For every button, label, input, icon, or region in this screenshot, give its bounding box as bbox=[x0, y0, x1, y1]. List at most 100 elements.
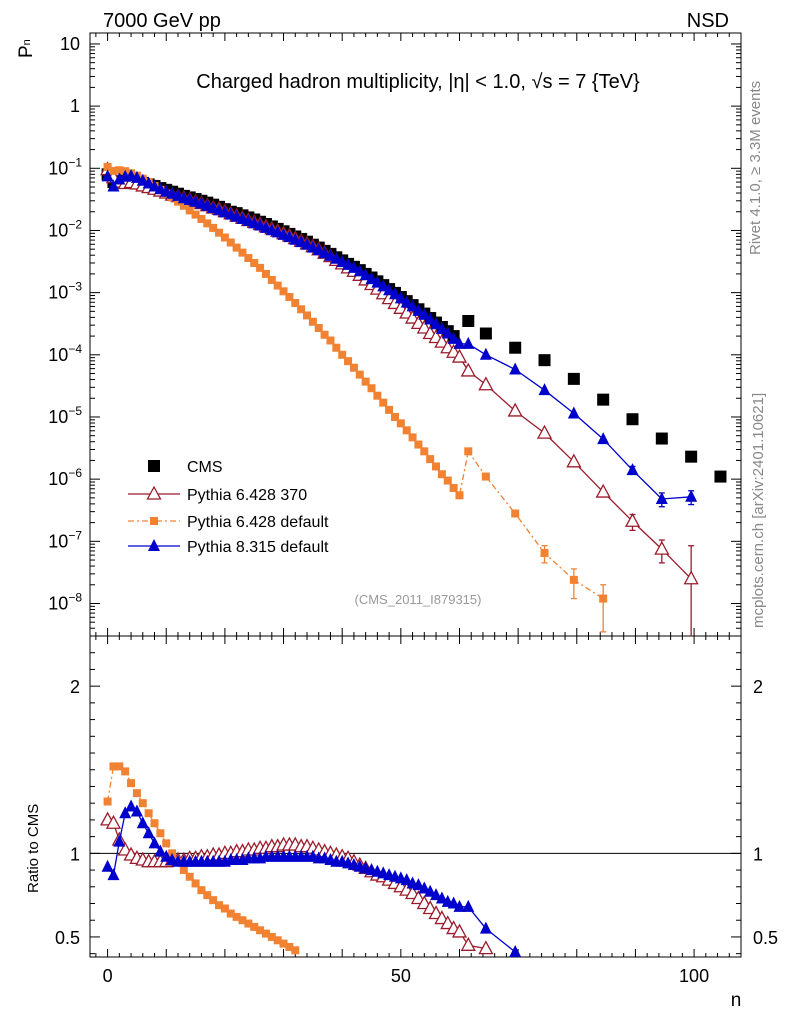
main-point-py6_370 bbox=[624, 512, 641, 527]
ratio-point-py6_default bbox=[132, 789, 141, 798]
main-point-py6_370 bbox=[654, 540, 670, 555]
ratio-point-py8 bbox=[424, 884, 437, 897]
main-point-py6_default bbox=[115, 166, 124, 175]
main-point-py8 bbox=[388, 287, 401, 300]
main-point-py8 bbox=[538, 383, 551, 396]
main-point-py8 bbox=[655, 491, 668, 504]
ratio-point-py8 bbox=[160, 849, 173, 862]
main-point-py6_default bbox=[390, 412, 399, 421]
main-point-py6_default bbox=[232, 243, 241, 252]
legend-marker bbox=[150, 517, 158, 525]
ratio-point-py6_default bbox=[203, 891, 212, 900]
main-point-py6_default bbox=[432, 462, 441, 471]
rivet-label: Rivet 4.1.0, ≥ 3.3M events bbox=[747, 81, 764, 255]
main-point-py8 bbox=[359, 268, 372, 281]
legend-item-cms: CMS bbox=[148, 459, 223, 476]
x-tick-label: 50 bbox=[391, 966, 411, 986]
ratio-point-py8 bbox=[136, 816, 149, 829]
legend-marker bbox=[148, 460, 160, 472]
main-point-cms bbox=[538, 354, 551, 367]
main-point-py8 bbox=[394, 291, 407, 304]
ratio-point-py6_default bbox=[220, 904, 229, 913]
analysis-id-label: (CMS_2011_I879315) bbox=[355, 592, 482, 607]
main-point-py6_default bbox=[209, 223, 218, 232]
ratio-point-py6_default bbox=[209, 896, 218, 905]
main-point-py6_default bbox=[179, 201, 188, 210]
ratio-point-py8 bbox=[479, 921, 492, 934]
ratio-point-py8 bbox=[148, 836, 161, 849]
main-line-py6_default bbox=[107, 166, 604, 600]
ratio-frame bbox=[89, 635, 742, 958]
ratio-y-tick-label-right: 0.5 bbox=[753, 928, 778, 948]
y-tick-label: 10−1 bbox=[48, 155, 82, 178]
ratio-point-py6_default bbox=[279, 939, 288, 948]
ratio-point-py6_default bbox=[267, 932, 276, 941]
main-point-py6_default bbox=[320, 330, 329, 339]
ratio-point-py6_default bbox=[138, 799, 147, 808]
ratio-point-py6_default bbox=[291, 946, 300, 955]
main-point-cms bbox=[626, 413, 639, 426]
ratio-point-py6_370 bbox=[451, 923, 468, 938]
main-point-cms bbox=[685, 450, 698, 463]
main-point-py8 bbox=[430, 317, 443, 330]
ratio-point-py6_default bbox=[232, 912, 241, 921]
x-axis-label: n bbox=[731, 990, 742, 1011]
main-point-py6_370 bbox=[434, 333, 450, 348]
ratio-point-py6_default bbox=[285, 942, 294, 951]
ratio-point-py6_370 bbox=[478, 940, 494, 955]
ratio-point-py6_default bbox=[109, 762, 118, 771]
main-point-py6_default bbox=[437, 470, 446, 479]
main-point-py6_default bbox=[449, 484, 458, 493]
main-point-py8 bbox=[435, 322, 448, 335]
y-tick-label: 10−8 bbox=[48, 590, 82, 613]
ratio-point-py8 bbox=[453, 899, 466, 912]
text-layer: 7000 GeV pp NSD Charged hadron multiplic… bbox=[16, 10, 767, 1011]
main-point-py6_default bbox=[103, 162, 112, 171]
main-point-py8 bbox=[101, 169, 114, 182]
ratio-point-py8 bbox=[113, 834, 126, 847]
main-point-py8 bbox=[377, 279, 390, 292]
main-series-py8 bbox=[101, 169, 698, 508]
main-point-py8 bbox=[353, 264, 366, 277]
header-left-label: 7000 GeV pp bbox=[103, 10, 221, 32]
main-point-py6_default bbox=[385, 405, 394, 414]
main-point-py6_default bbox=[455, 491, 464, 500]
main-point-py6_default bbox=[109, 166, 118, 175]
ratio-point-py8 bbox=[435, 891, 448, 904]
main-series-py6_default bbox=[103, 162, 608, 633]
main-point-py8 bbox=[441, 326, 454, 339]
main-point-cms bbox=[509, 341, 522, 354]
ratio-point-py6_370 bbox=[105, 814, 122, 829]
y-tick-label: 10−4 bbox=[48, 342, 82, 365]
main-point-py8 bbox=[365, 272, 378, 285]
ratio-point-py6_default bbox=[273, 936, 282, 945]
main-point-py6_default bbox=[308, 317, 317, 326]
main-point-py8 bbox=[462, 336, 475, 349]
main-point-py6_default bbox=[355, 370, 364, 379]
main-point-py6_370 bbox=[478, 376, 494, 391]
main-point-py6_default bbox=[244, 254, 253, 263]
ratio-point-py6_default bbox=[256, 926, 265, 935]
ratio-y-axis-label: Ratio to CMS bbox=[25, 804, 42, 893]
main-point-py6_default bbox=[540, 548, 549, 557]
mcplots-label: mcplots.cern.ch [arXiv:2401.10621] bbox=[750, 393, 767, 628]
main-point-py6_default bbox=[443, 476, 452, 485]
main-point-py6_default bbox=[226, 238, 235, 247]
y-tick-label: 10−5 bbox=[48, 404, 82, 427]
ratio-point-py8 bbox=[462, 899, 475, 912]
ratio-point-py6_default bbox=[150, 819, 159, 828]
main-point-py6_default bbox=[185, 206, 194, 215]
main-point-py6_default bbox=[599, 594, 608, 603]
main-point-py6_default bbox=[197, 214, 206, 223]
main-point-py8 bbox=[626, 463, 639, 476]
main-point-cms bbox=[597, 393, 610, 406]
ratio-point-py6_default bbox=[191, 879, 200, 888]
main-point-py8 bbox=[330, 251, 343, 264]
ratio-point-py8 bbox=[142, 826, 155, 839]
main-point-py8 bbox=[418, 307, 431, 320]
main-point-py6_default bbox=[238, 248, 247, 257]
legend-label: Pythia 8.315 default bbox=[187, 539, 329, 556]
main-point-py6_default bbox=[215, 228, 224, 237]
main-point-cms bbox=[714, 470, 727, 483]
chart-title: Charged hadron multiplicity, |η| < 1.0, … bbox=[196, 71, 640, 93]
